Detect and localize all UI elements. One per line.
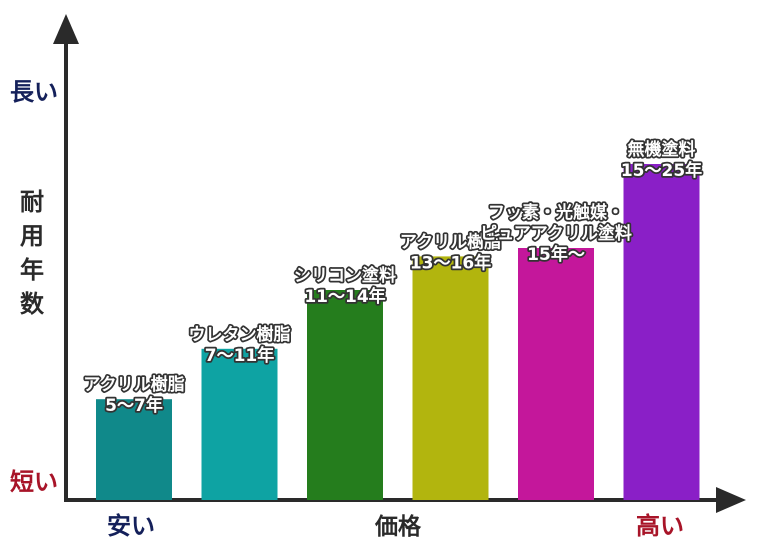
y-high-label: 長い <box>10 78 58 106</box>
bar-label-line: 13〜16年 <box>410 252 491 273</box>
bar-label-line: フッ素・光触媒・ <box>488 202 624 223</box>
bar-label-5: フッ素・光触媒・ピュアアクリル塗料 15年〜 <box>480 202 632 265</box>
bar-label-line: 15年〜 <box>527 244 585 265</box>
bar-1 <box>96 399 172 500</box>
bar-label-line: 無機塗料 <box>628 139 696 160</box>
bar-label-line: アクリル樹脂 <box>400 231 501 252</box>
bar-label-line: 5〜7年 <box>105 395 163 416</box>
bar-label-line: 7〜11年 <box>205 345 275 366</box>
x-axis-title: 価格 <box>374 513 422 540</box>
bar-2 <box>201 348 278 500</box>
x-high-label: 高い <box>636 512 684 540</box>
bar-label-3: シリコン塗料 11〜14年 <box>294 265 396 307</box>
bar-label-2: ウレタン樹脂 7〜11年 <box>189 324 291 366</box>
bar-5 <box>518 248 594 500</box>
y-axis-arrow-icon <box>53 14 79 44</box>
bar-6 <box>623 164 700 500</box>
bar-4 <box>412 256 489 500</box>
bar-label-line: ウレタン樹脂 <box>189 324 291 345</box>
bar-3 <box>307 290 383 500</box>
bar-label-6: 無機塗料 15〜25年 <box>621 139 702 181</box>
bars <box>96 164 700 500</box>
x-low-label: 安い <box>107 512 155 540</box>
bar-label-line: 11〜14年 <box>304 286 385 307</box>
bar-label-line: シリコン塗料 <box>294 265 396 286</box>
bar-label-line: アクリル樹脂 <box>83 374 184 395</box>
y-low-label: 短い <box>10 468 58 496</box>
bar-label-1: アクリル樹脂 5〜7年 <box>83 374 184 416</box>
y-axis-title: 耐用年数 <box>20 188 45 318</box>
x-axis-arrow-icon <box>716 487 746 513</box>
bar-label-line: 15〜25年 <box>621 160 702 181</box>
bar-label-line: ピュアアクリル塗料 <box>480 223 632 244</box>
bar-label-4: アクリル樹脂 13〜16年 <box>400 231 501 273</box>
